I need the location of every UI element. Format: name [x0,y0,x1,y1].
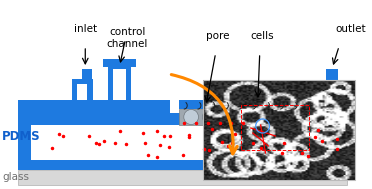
Bar [103,59,136,67]
FancyArrowPatch shape [171,75,237,154]
Bar [71,79,93,100]
Bar [333,100,347,170]
Circle shape [202,109,217,125]
Bar [326,69,338,100]
Circle shape [184,109,199,125]
Text: glass: glass [2,172,29,182]
Bar [77,84,87,100]
Bar [179,100,317,109]
Circle shape [240,109,254,125]
Bar [17,170,347,185]
Text: outlet: outlet [335,24,366,34]
Bar [203,80,355,180]
Bar [31,125,333,160]
Bar [17,100,170,113]
Bar [317,100,347,113]
Bar [113,69,126,100]
Text: cells: cells [251,31,275,41]
Text: inlet: inlet [74,24,97,34]
Text: pore: pore [206,31,230,41]
Bar [82,69,92,100]
Bar [241,105,309,150]
Bar [17,113,347,170]
Circle shape [277,109,292,125]
Circle shape [258,109,273,125]
Circle shape [221,109,236,125]
Bar [329,86,335,100]
Text: PDMS: PDMS [2,130,41,143]
Bar [17,100,31,170]
Circle shape [295,109,310,125]
Bar [179,109,317,125]
Bar [108,59,131,100]
Text: control
channel: control channel [107,27,148,49]
